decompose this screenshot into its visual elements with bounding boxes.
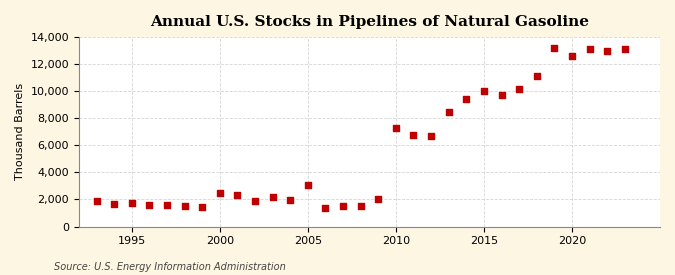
Point — [373, 197, 383, 201]
Point — [126, 201, 137, 205]
Point — [479, 89, 489, 94]
Point — [514, 86, 524, 91]
Point — [408, 132, 419, 137]
Y-axis label: Thousand Barrels: Thousand Barrels — [15, 83, 25, 180]
Point — [285, 198, 296, 202]
Point — [144, 203, 155, 207]
Point — [302, 182, 313, 187]
Point — [355, 203, 366, 208]
Point — [461, 97, 472, 101]
Point — [232, 193, 243, 198]
Point — [566, 54, 577, 58]
Title: Annual U.S. Stocks in Pipelines of Natural Gasoline: Annual U.S. Stocks in Pipelines of Natur… — [150, 15, 589, 29]
Point — [215, 191, 225, 195]
Point — [531, 74, 542, 79]
Point — [602, 48, 613, 53]
Point — [496, 93, 507, 98]
Point — [197, 205, 208, 209]
Point — [267, 194, 278, 199]
Text: Source: U.S. Energy Information Administration: Source: U.S. Energy Information Administ… — [54, 262, 286, 272]
Point — [390, 126, 401, 131]
Point — [109, 202, 119, 207]
Point — [620, 47, 630, 51]
Point — [338, 203, 348, 208]
Point — [250, 199, 261, 203]
Point — [426, 134, 437, 138]
Point — [584, 47, 595, 51]
Point — [179, 203, 190, 208]
Point — [549, 46, 560, 50]
Point — [91, 199, 102, 203]
Point — [161, 203, 172, 207]
Point — [443, 109, 454, 114]
Point — [320, 206, 331, 210]
